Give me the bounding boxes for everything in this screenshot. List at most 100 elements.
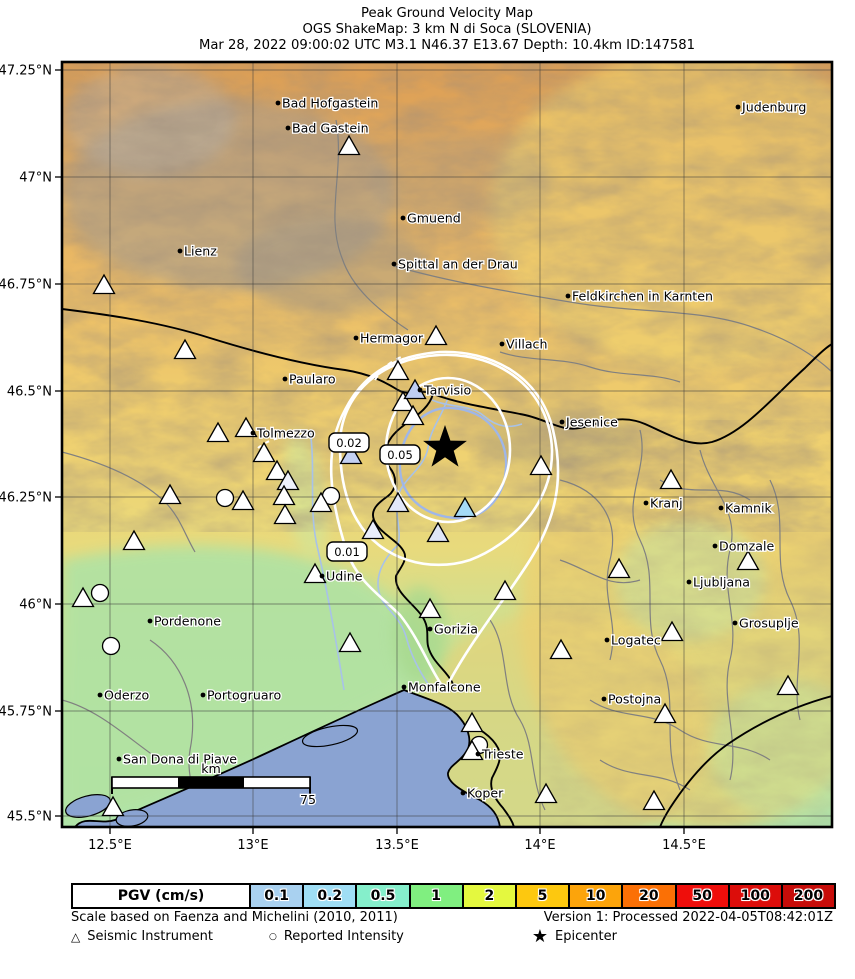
contour-label-box	[326, 541, 368, 562]
colorbar-cell-1: 1	[408, 885, 462, 907]
station-triangle	[173, 338, 197, 360]
city-dot	[460, 790, 466, 796]
city-label: Logatec	[611, 633, 661, 648]
city-label: Koper	[467, 786, 504, 801]
intensity-circle	[215, 488, 235, 508]
contour-label-box	[379, 444, 421, 465]
station-triangle	[265, 459, 289, 481]
city-label: Trieste	[481, 747, 524, 762]
station-triangle	[736, 549, 760, 571]
lon-tick-label: 13°E	[237, 838, 268, 853]
city-label: Udine	[326, 569, 363, 584]
contour-ring-002	[338, 353, 554, 567]
pgv-colorbar: PGV (cm/s) 0.1 0.2 0.5 1 2 5 10 20 50 100 200	[71, 883, 836, 909]
colorbar-cell-2: 2	[461, 885, 515, 907]
city-dot	[643, 500, 649, 506]
city-dot	[319, 573, 325, 579]
city-label: Tarvisio	[423, 383, 472, 398]
lat-tick-label: 46.5°N	[7, 385, 52, 400]
title-line-1: Peak Ground Velocity Map	[361, 6, 533, 21]
lon-tick-label: 12.5°E	[88, 838, 132, 853]
colorbar-cell-10: 10	[568, 885, 622, 907]
city-label: Paularo	[289, 372, 336, 387]
city-dot	[732, 620, 738, 626]
station-triangle	[776, 674, 800, 696]
city-label: Postojna	[608, 692, 661, 707]
circle-icon: ○	[268, 931, 277, 942]
station-triangle	[158, 483, 182, 505]
city-label: Portogruaro	[207, 688, 281, 703]
epicenter-star-marker	[423, 425, 467, 467]
city-label: Hermagor	[360, 331, 424, 346]
city-dot	[427, 626, 433, 632]
city-dot	[285, 125, 291, 131]
city-label: Domzale	[719, 539, 774, 554]
station-triangle	[337, 134, 361, 156]
footer-legend: △ Seismic Instrument ○ Reported Intensit…	[71, 927, 833, 945]
station-triangle	[426, 521, 450, 543]
legend-epicenter-label: Epicenter	[555, 929, 617, 944]
city-dot	[559, 419, 565, 425]
station-triangle	[386, 491, 410, 513]
scale-bar-unit: km	[201, 761, 221, 776]
terrain-layer	[62, 62, 832, 827]
station-triangle	[418, 597, 442, 619]
contour-label: 0.02	[336, 436, 362, 450]
station-triangle	[361, 518, 385, 540]
city-dot	[401, 684, 407, 690]
city-dot	[686, 579, 692, 585]
contour-ring-001	[329, 350, 560, 693]
colorbar-cell-0.1: 0.1	[249, 885, 303, 907]
station-triangle	[71, 586, 95, 608]
station-triangle	[122, 529, 146, 551]
station-triangle	[276, 469, 300, 491]
station-triangle	[338, 631, 362, 653]
station-triangle	[460, 711, 484, 733]
city-label: Pordenone	[154, 614, 221, 629]
station-triangle	[206, 421, 230, 443]
sea-layer	[65, 689, 501, 827]
city-dot	[353, 335, 359, 341]
legend-epicenter: ★ Epicenter	[532, 927, 617, 945]
city-dot	[116, 756, 122, 762]
legend-reported-intensity: ○ Reported Intensity	[269, 929, 404, 944]
lat-tick-label: 47.25°N	[0, 64, 52, 79]
city-dot	[475, 751, 481, 757]
station-triangle	[453, 496, 477, 518]
city-dot	[391, 261, 397, 267]
city-dot	[735, 104, 741, 110]
city-label: Gorizia	[434, 622, 478, 637]
station-triangle	[386, 359, 410, 381]
city-label: Monfalcone	[408, 680, 481, 695]
station-triangle	[534, 782, 558, 804]
station-triangle	[272, 484, 296, 506]
colorbar-cell-20: 20	[621, 885, 675, 907]
city-label: Spittal an der Drau	[398, 257, 518, 272]
city-label: Kranj	[650, 496, 683, 511]
city-dot	[718, 505, 724, 511]
shakemap-canvas: 47.25°N 47°N 46.75°N 46.5°N 46.25°N 46°N 45.75…	[0, 60, 834, 853]
city-label: Villach	[506, 337, 547, 352]
city-label: Bad Gastein	[292, 121, 369, 136]
seismic-station-markers	[71, 134, 800, 817]
city-dot	[400, 215, 406, 221]
city-label: Feldkirchen in Karnten	[572, 289, 713, 304]
lon-tick-label: 14°E	[524, 838, 555, 853]
city-label: Bad Hofgastein	[282, 96, 378, 111]
station-triangle	[659, 468, 683, 490]
terrain-relief-noise-se	[540, 420, 832, 827]
contour-ring-01	[398, 406, 508, 520]
city-label: Kamnik	[725, 501, 773, 516]
city-dot	[250, 430, 256, 436]
colorbar-cell-5: 5	[514, 885, 569, 907]
station-triangle	[303, 562, 327, 584]
station-triangle	[273, 503, 297, 525]
contour-label-box	[328, 432, 370, 453]
station-triangle	[252, 441, 276, 463]
station-triangle	[401, 404, 425, 426]
map-frame	[60, 60, 834, 829]
title-line-2: OGS ShakeMap: 3 km N di Soca (SLOVENIA)	[302, 22, 592, 37]
scale-bar-max: 75	[300, 792, 316, 807]
station-triangle	[391, 390, 415, 412]
city-dot	[97, 692, 103, 698]
